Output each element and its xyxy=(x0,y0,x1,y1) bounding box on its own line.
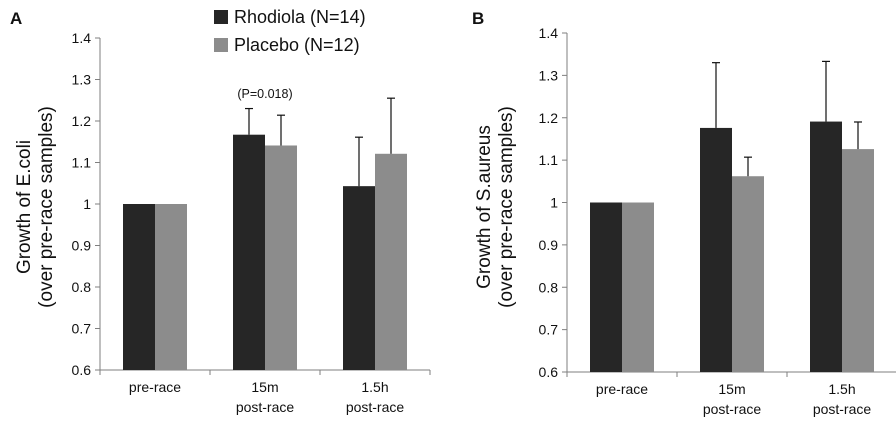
bar xyxy=(155,204,187,370)
panel-letter: A xyxy=(10,9,22,28)
x-category-label: pre-race xyxy=(596,381,648,397)
x-category-label: post-race xyxy=(813,401,872,417)
y-tick-label: 0.6 xyxy=(539,364,559,380)
panel-letter: B xyxy=(472,9,484,28)
chart-panel-b: B 0.6 0.7 0.8 0.9 1 1.1 1.2 1.3 1.4 Growth of S.au… xyxy=(472,9,896,417)
x-category-label: 15m xyxy=(251,379,278,395)
y-axis-label: Growth of S.aureus(over pre-race samples… xyxy=(474,106,517,308)
bar xyxy=(343,186,375,370)
bar xyxy=(732,176,764,372)
y-tick-label: 0.8 xyxy=(72,279,92,295)
bar xyxy=(700,127,732,372)
bar xyxy=(842,149,874,372)
y-axis-label-line: (over pre-race samples) xyxy=(496,106,517,308)
y-tick-label: 1.2 xyxy=(72,113,92,129)
legend-label-placebo: Placebo (N=12) xyxy=(234,35,360,55)
y-tick-label: 1.4 xyxy=(72,30,92,46)
bar xyxy=(233,134,265,370)
bar xyxy=(265,145,297,370)
x-category-label: post-race xyxy=(236,399,295,415)
legend-label-rhodiola: Rhodiola (N=14) xyxy=(234,7,366,27)
y-tick-label: 1.3 xyxy=(539,67,559,83)
bar xyxy=(590,202,622,372)
legend: Rhodiola (N=14) Placebo (N=12) xyxy=(214,7,366,55)
y-tick-label: 0.6 xyxy=(72,362,92,378)
y-axis-label: Growth of E.coli(over pre-race samples) xyxy=(14,106,57,308)
y-axis-label-line: Growth of S.aureus xyxy=(474,125,495,289)
bar xyxy=(123,204,155,370)
y-axis-label-line: (over pre-race samples) xyxy=(36,106,57,308)
y-tick-label: 1.2 xyxy=(539,110,559,126)
y-axis-label-line: Growth of E.coli xyxy=(14,140,35,274)
x-category-label: post-race xyxy=(703,401,762,417)
y-tick-label: 1.4 xyxy=(539,25,559,41)
x-category-label: 15m xyxy=(718,381,745,397)
y-tick-label: 1.1 xyxy=(72,155,92,171)
x-category-label: 1.5h xyxy=(361,379,388,395)
y-tick-label: 0.9 xyxy=(72,238,92,254)
y-tick-label: 1.3 xyxy=(72,72,92,88)
p-value-annotation: (P=0.018) xyxy=(237,87,292,101)
y-tick-label: 0.7 xyxy=(72,321,92,337)
chart-panel-a: A 0.6 0.7 0.8 0.9 1 1.1 1.2 1.3 1.4 Growth of E.co… xyxy=(10,9,431,415)
y-tick-label: 0.9 xyxy=(539,237,559,253)
bar xyxy=(622,202,654,372)
y-tick-label: 0.7 xyxy=(539,322,559,338)
y-tick-label: 1 xyxy=(83,196,91,212)
y-tick-label: 1.1 xyxy=(539,152,559,168)
legend-swatch-placebo xyxy=(214,38,228,52)
y-tick-label: 0.8 xyxy=(539,279,559,295)
legend-swatch-rhodiola xyxy=(214,10,228,24)
bar xyxy=(810,121,842,372)
bar xyxy=(375,153,407,370)
y-tick-label: 1 xyxy=(550,195,558,211)
x-category-label: post-race xyxy=(346,399,405,415)
x-category-label: pre-race xyxy=(129,379,181,395)
x-category-label: 1.5h xyxy=(828,381,855,397)
